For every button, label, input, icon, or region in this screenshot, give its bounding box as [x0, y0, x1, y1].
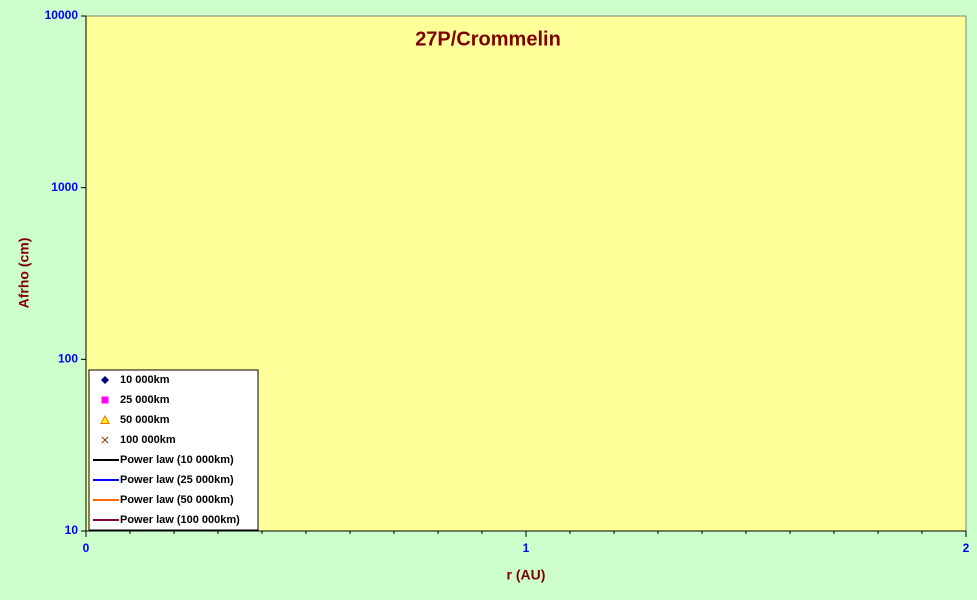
x-tick-label: 0 [83, 541, 90, 555]
chart-title: 27P/Crommelin [415, 28, 561, 50]
legend-label: Power law (10 000km) [120, 454, 234, 466]
y-tick-label: 10000 [45, 8, 79, 22]
x-tick-label: 1 [523, 541, 530, 555]
legend-marker [100, 414, 110, 424]
y-tick-label: 100 [58, 352, 78, 366]
legend-marker [101, 396, 109, 404]
legend-label: Power law (100 000km) [120, 514, 240, 526]
legend-label: 100 000km [120, 434, 176, 446]
legend-label: Power law (50 000km) [120, 494, 234, 506]
legend-box [88, 369, 259, 531]
legend-marker [101, 436, 109, 444]
y-tick-label: 10 [65, 523, 79, 537]
legend-label: 10 000km [120, 374, 170, 386]
x-tick-label: 2 [963, 541, 970, 555]
legend-label: 25 000km [120, 394, 170, 406]
legend-marker [101, 376, 109, 384]
legend-label: Power law (25 000km) [120, 474, 234, 486]
y-axis-title: Afrho (cm) [16, 238, 32, 309]
x-axis-title: r (AU) [507, 567, 546, 583]
legend-label: 50 000km [120, 414, 170, 426]
y-tick-label: 1000 [51, 180, 78, 194]
